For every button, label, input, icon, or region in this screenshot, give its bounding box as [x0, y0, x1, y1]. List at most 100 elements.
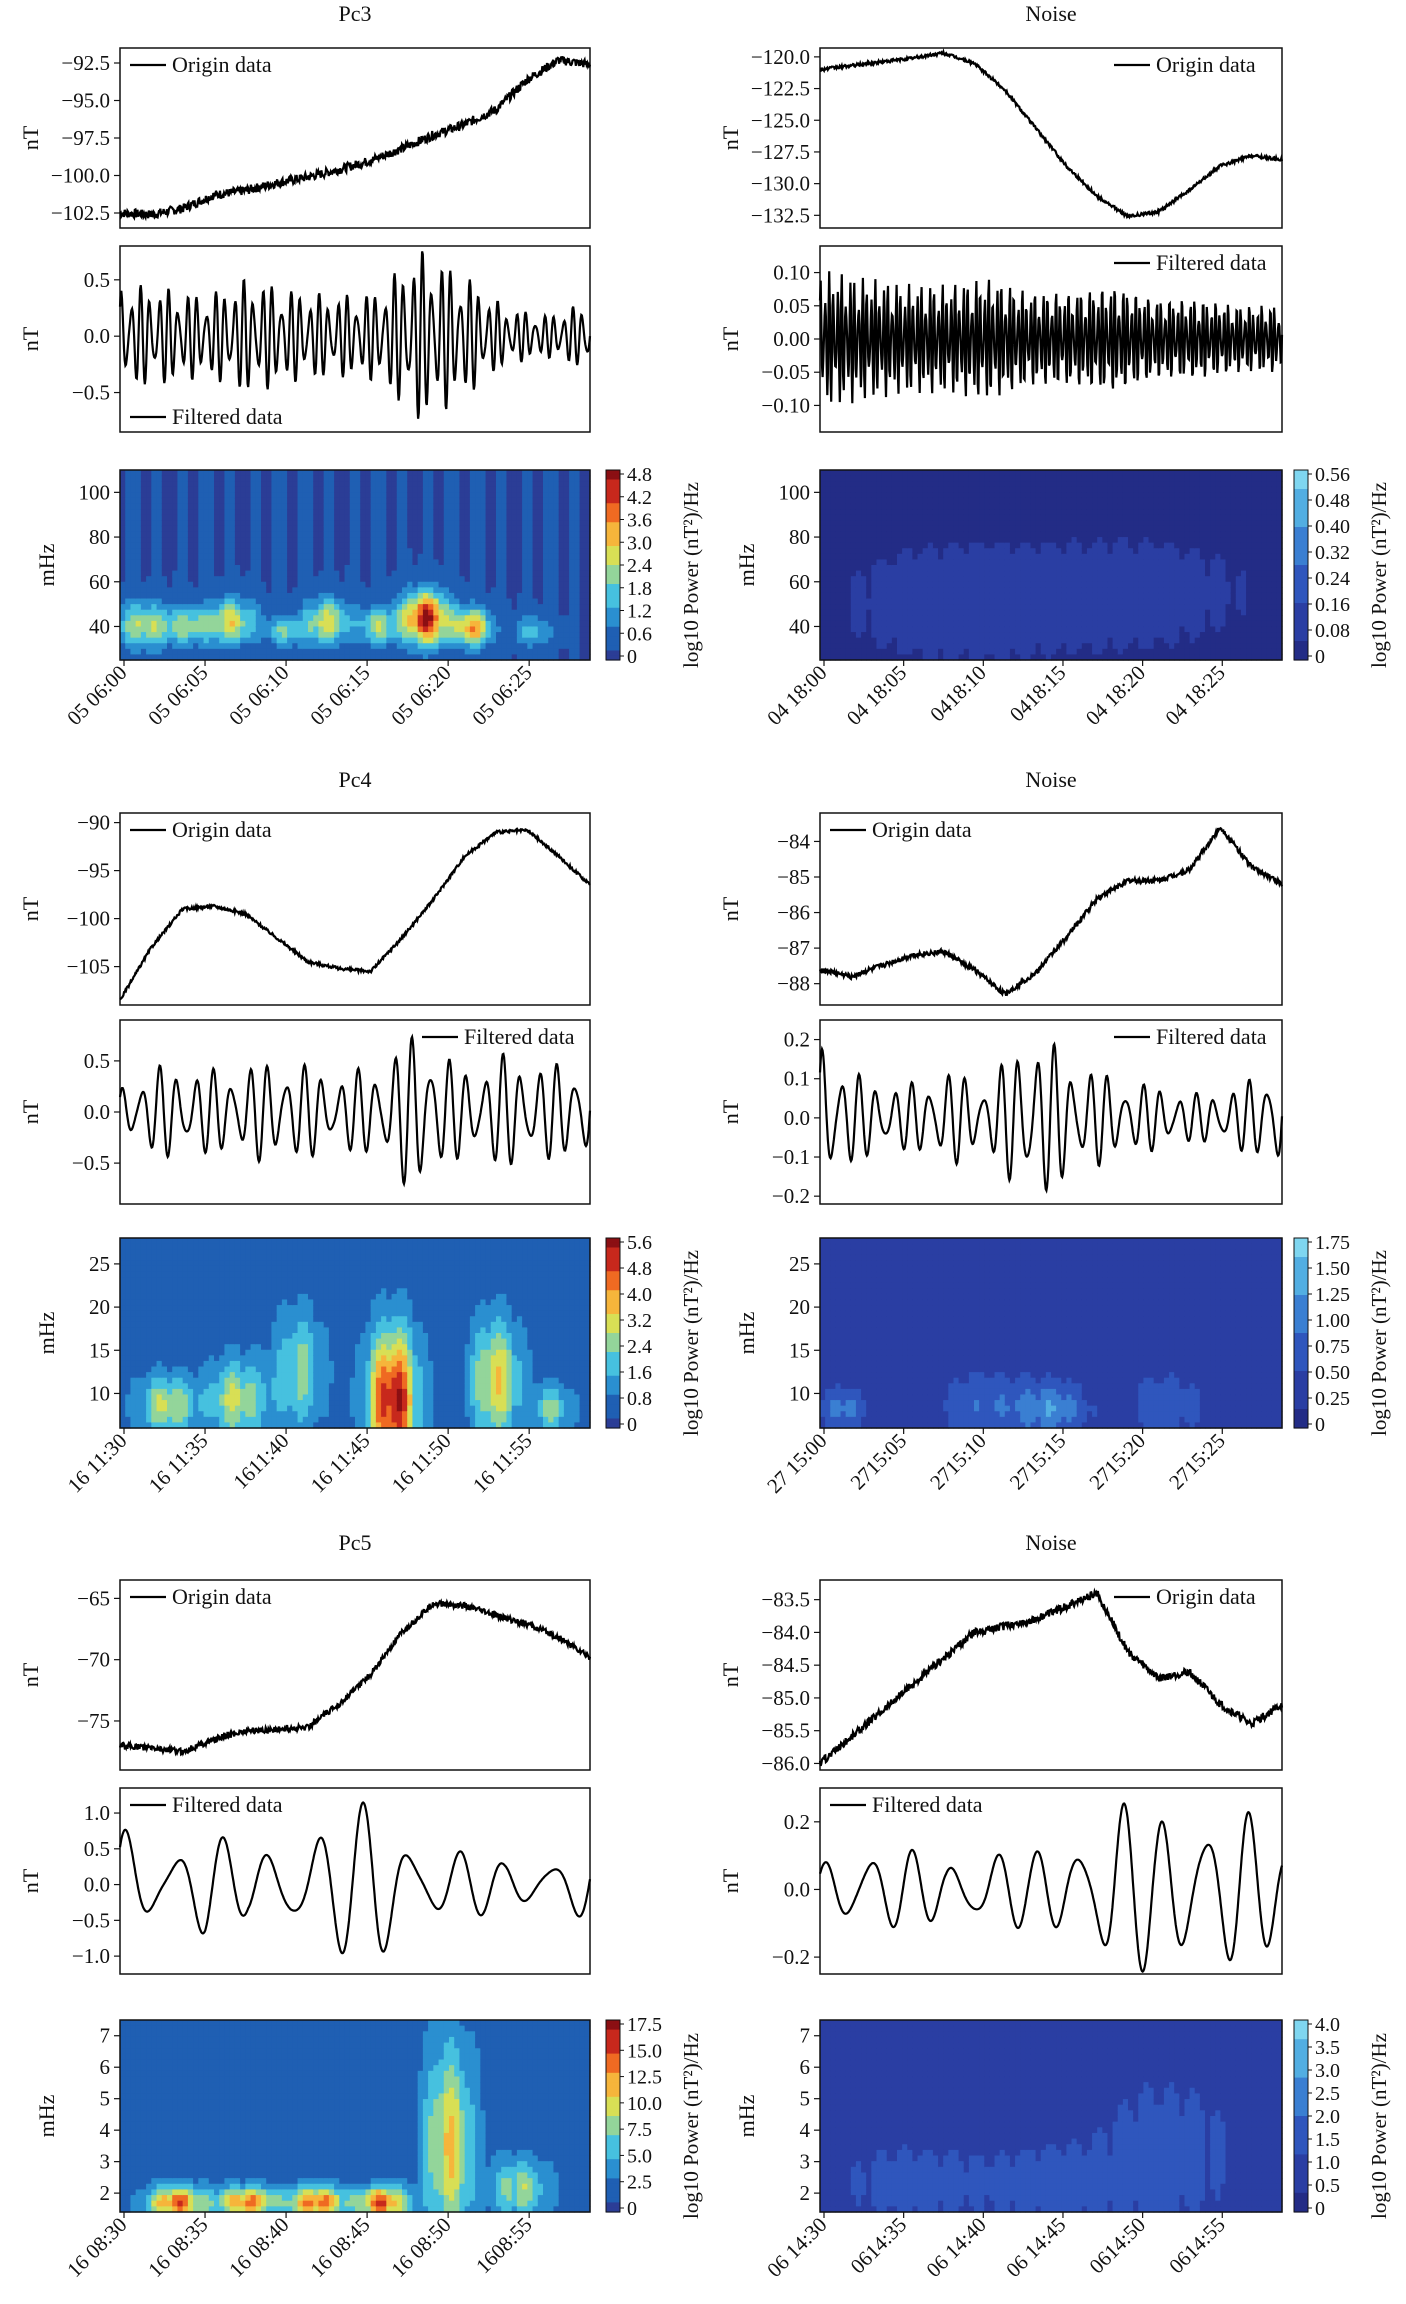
heat-cell [146, 581, 152, 588]
colorbar-cell [606, 517, 620, 523]
heat-cell [276, 576, 283, 583]
heat-cell [537, 509, 544, 516]
heat-cell [370, 486, 377, 493]
heat-cell [516, 587, 523, 594]
heat-cell [1035, 525, 1042, 533]
heat-cell [835, 548, 842, 555]
heat-cell [302, 598, 309, 605]
heat-cell [506, 581, 513, 588]
heat-cell [999, 531, 1006, 538]
heat-cell [464, 553, 471, 561]
heat-cell [496, 531, 502, 538]
heat-cell [850, 553, 857, 561]
heat-cell [302, 553, 309, 561]
heat-cell [511, 520, 518, 527]
heat-cell [917, 592, 924, 600]
heat-cell [407, 548, 414, 555]
heat-cell [396, 626, 403, 633]
heat-cell [140, 537, 147, 544]
heat-cell [974, 637, 980, 644]
heat-cell [391, 576, 398, 583]
heat-cell [830, 509, 836, 516]
heat-cell [146, 615, 152, 622]
colorbar-cell [606, 645, 620, 652]
heat-cell [876, 492, 883, 499]
heat-cell [840, 514, 847, 521]
heat-cell [825, 481, 831, 488]
heat-cell [375, 598, 382, 605]
heat-cell [548, 643, 555, 650]
heat-cell [871, 565, 878, 572]
heat-cell [1066, 548, 1073, 555]
heat-cell [537, 548, 544, 555]
heat-cell [989, 525, 996, 533]
heat-cell [266, 492, 273, 499]
heat-cell [902, 537, 908, 544]
heat-cell [219, 514, 226, 521]
heat-cell [922, 604, 929, 611]
heat-cell [198, 470, 205, 477]
heat-cell [261, 520, 267, 527]
heat-cell [537, 542, 544, 549]
heat-cell [897, 531, 903, 538]
y-tick-label: −125.0 [751, 108, 810, 132]
heat-cell [428, 598, 434, 605]
heat-cell [543, 620, 549, 628]
heat-cell [334, 592, 340, 600]
heat-cell [417, 509, 424, 516]
heat-cell [349, 520, 356, 527]
heat-cell [428, 548, 434, 555]
heat-cell [313, 559, 320, 566]
heat-cell [866, 615, 872, 622]
heat-cell [1045, 604, 1052, 611]
heat-cell [151, 514, 158, 521]
heat-cell [532, 470, 539, 477]
heat-cell [840, 643, 847, 650]
heat-cell [902, 525, 908, 533]
heat-cell [989, 537, 996, 544]
heat-cell [1086, 565, 1093, 572]
heat-cell [1061, 497, 1067, 505]
heat-cell [443, 632, 450, 639]
heat-cell [334, 509, 340, 516]
heat-cell [511, 525, 518, 533]
heat-cell [193, 531, 199, 538]
heat-cell [974, 604, 980, 611]
heat-cell [214, 509, 220, 516]
heat-cell [287, 548, 293, 555]
heat-cell [927, 587, 934, 594]
heat-cell [845, 503, 852, 510]
heat-cell [234, 525, 241, 533]
heat-cell [396, 492, 403, 499]
heat-cell [999, 570, 1006, 577]
heat-cell [407, 531, 414, 538]
heat-cell [396, 592, 403, 600]
heat-cell [135, 620, 142, 628]
heat-cell [198, 626, 205, 633]
heat-cell [1035, 620, 1042, 628]
heat-cell [584, 581, 591, 588]
heat-cell [313, 609, 320, 616]
heat-cell [1086, 542, 1093, 549]
heat-cell [1081, 592, 1088, 600]
heat-cell [120, 609, 126, 616]
heat-cell [328, 654, 335, 661]
heat-cell [208, 615, 215, 622]
heat-cell [323, 542, 330, 549]
heat-cell [835, 553, 842, 561]
heat-cell [1009, 654, 1016, 661]
heat-cell [266, 581, 273, 588]
heat-cell [820, 592, 826, 600]
heat-cell [506, 559, 513, 566]
heat-cell [943, 604, 949, 611]
heat-cell [855, 620, 862, 628]
heat-cell [428, 648, 434, 656]
heat-cell [172, 470, 179, 477]
heat-cell [912, 643, 919, 650]
heat-cell [140, 609, 147, 616]
heat-cell [496, 475, 502, 482]
colorbar-cell [606, 470, 620, 476]
heat-cell [203, 598, 210, 605]
heat-cell [1086, 525, 1093, 533]
heat-cell [527, 626, 534, 633]
